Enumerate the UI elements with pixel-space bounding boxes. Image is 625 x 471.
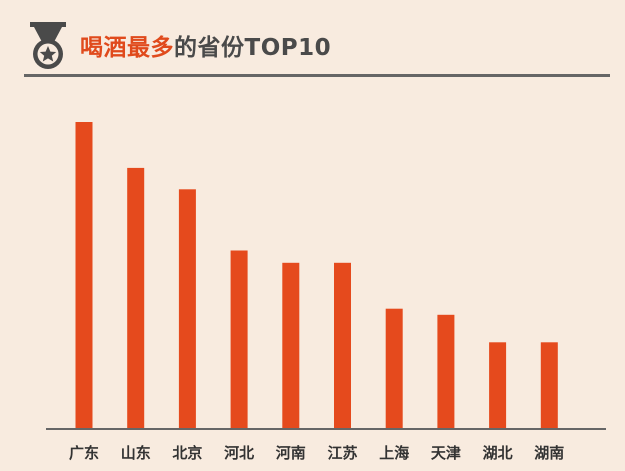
bar-1 xyxy=(75,122,93,428)
chart-title-rest: 的省份TOP10 xyxy=(174,35,332,61)
bar-2 xyxy=(127,167,145,428)
bar-7 xyxy=(385,308,403,428)
x-tick-label: 湖南 xyxy=(534,444,564,462)
bar-9 xyxy=(489,342,507,428)
bar-8 xyxy=(437,314,455,428)
bar-6 xyxy=(334,262,351,428)
x-tick-label: 天津 xyxy=(431,444,461,462)
bar-4 xyxy=(230,250,248,428)
chart-title: 喝酒最多的省份TOP10 xyxy=(80,28,331,62)
x-tick-label: 山东 xyxy=(121,444,151,462)
x-tick-label: 湖北 xyxy=(483,444,513,462)
x-tick-label: 河南 xyxy=(276,444,306,462)
x-tick-label: 广东 xyxy=(69,444,99,462)
bar-10 xyxy=(540,342,558,428)
chart-title-highlight: 喝酒最多 xyxy=(80,35,174,61)
title-divider xyxy=(24,74,610,77)
x-tick-label: 河北 xyxy=(224,444,254,462)
bar-3 xyxy=(178,189,196,428)
medal-icon xyxy=(30,22,66,69)
x-tick-label: 上海 xyxy=(379,444,409,462)
x-tick-label: 北京 xyxy=(172,444,202,462)
chart-header: 喝酒最多的省份TOP10 xyxy=(0,0,625,80)
bar-5 xyxy=(282,262,300,428)
x-tick-label: 江苏 xyxy=(327,444,357,462)
